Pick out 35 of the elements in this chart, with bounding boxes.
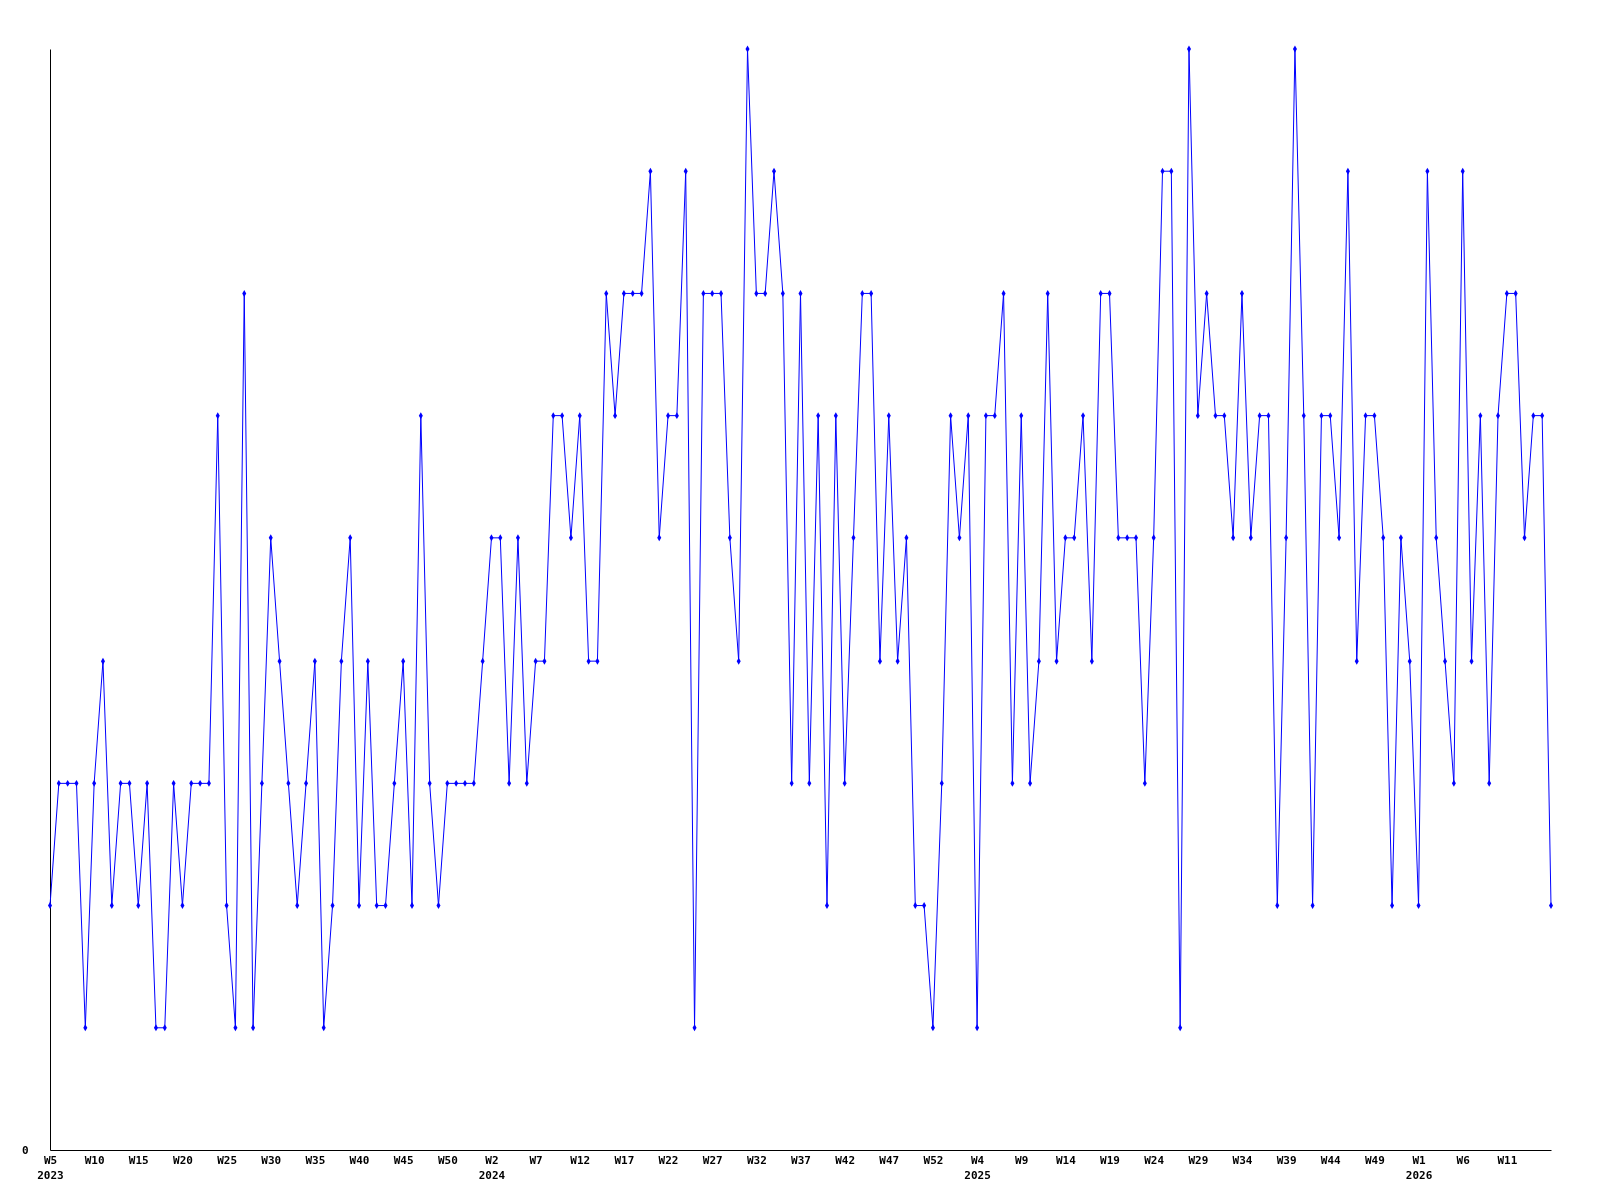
x-tick-label: W10 xyxy=(84,1154,105,1167)
x-tick-label: W47 xyxy=(879,1154,900,1167)
x-tick-label: W25 xyxy=(217,1154,238,1167)
x-tick-label: W15 xyxy=(128,1154,149,1167)
x-tick-label: W22 xyxy=(658,1154,679,1167)
x-tick-label: W30 xyxy=(261,1154,282,1167)
x-tick-label: W50 xyxy=(437,1154,458,1167)
x-tick-label: W20 xyxy=(173,1154,193,1167)
x-tick-label: W14 xyxy=(1055,1154,1077,1167)
x-tick-label: W44 xyxy=(1320,1154,1342,1167)
x-tick-label: W39 xyxy=(1276,1154,1297,1167)
x-tick-label: W7 xyxy=(529,1154,543,1167)
x-tick-label: W9 xyxy=(1015,1154,1029,1167)
x-tick-label: W29 xyxy=(1188,1154,1209,1167)
x-tick-label: W49 xyxy=(1364,1154,1385,1167)
x-tick-label: W35 xyxy=(305,1154,326,1167)
x-tick-label: W17 xyxy=(614,1154,635,1167)
x-tick-label: W11 xyxy=(1497,1154,1518,1167)
x-tick-label: W2 2024 xyxy=(478,1154,506,1182)
x-tick-label: W19 xyxy=(1100,1154,1120,1167)
x-tick-label: W32 xyxy=(746,1154,767,1167)
x-tick-label: W52 xyxy=(923,1154,944,1167)
x-tick-label: W12 xyxy=(570,1154,591,1167)
x-tick-label: W6 xyxy=(1456,1154,1471,1167)
x-tick-label: W34 xyxy=(1232,1154,1253,1167)
x-tick-label: W37 xyxy=(791,1154,811,1167)
text: 0 xyxy=(22,1144,29,1157)
x-tick-label: W24 xyxy=(1144,1154,1165,1167)
x-tick-label: W45 xyxy=(393,1154,414,1167)
x-tick-label: W42 xyxy=(835,1154,856,1167)
x-tick-label: W27 xyxy=(702,1154,723,1167)
x-tick-label: W1 2026 xyxy=(1405,1154,1433,1182)
x-tick-label: W40 xyxy=(349,1154,370,1167)
x-tick-label: W5 2023 xyxy=(37,1154,64,1182)
x-tick-label: W4 2025 xyxy=(964,1154,991,1182)
